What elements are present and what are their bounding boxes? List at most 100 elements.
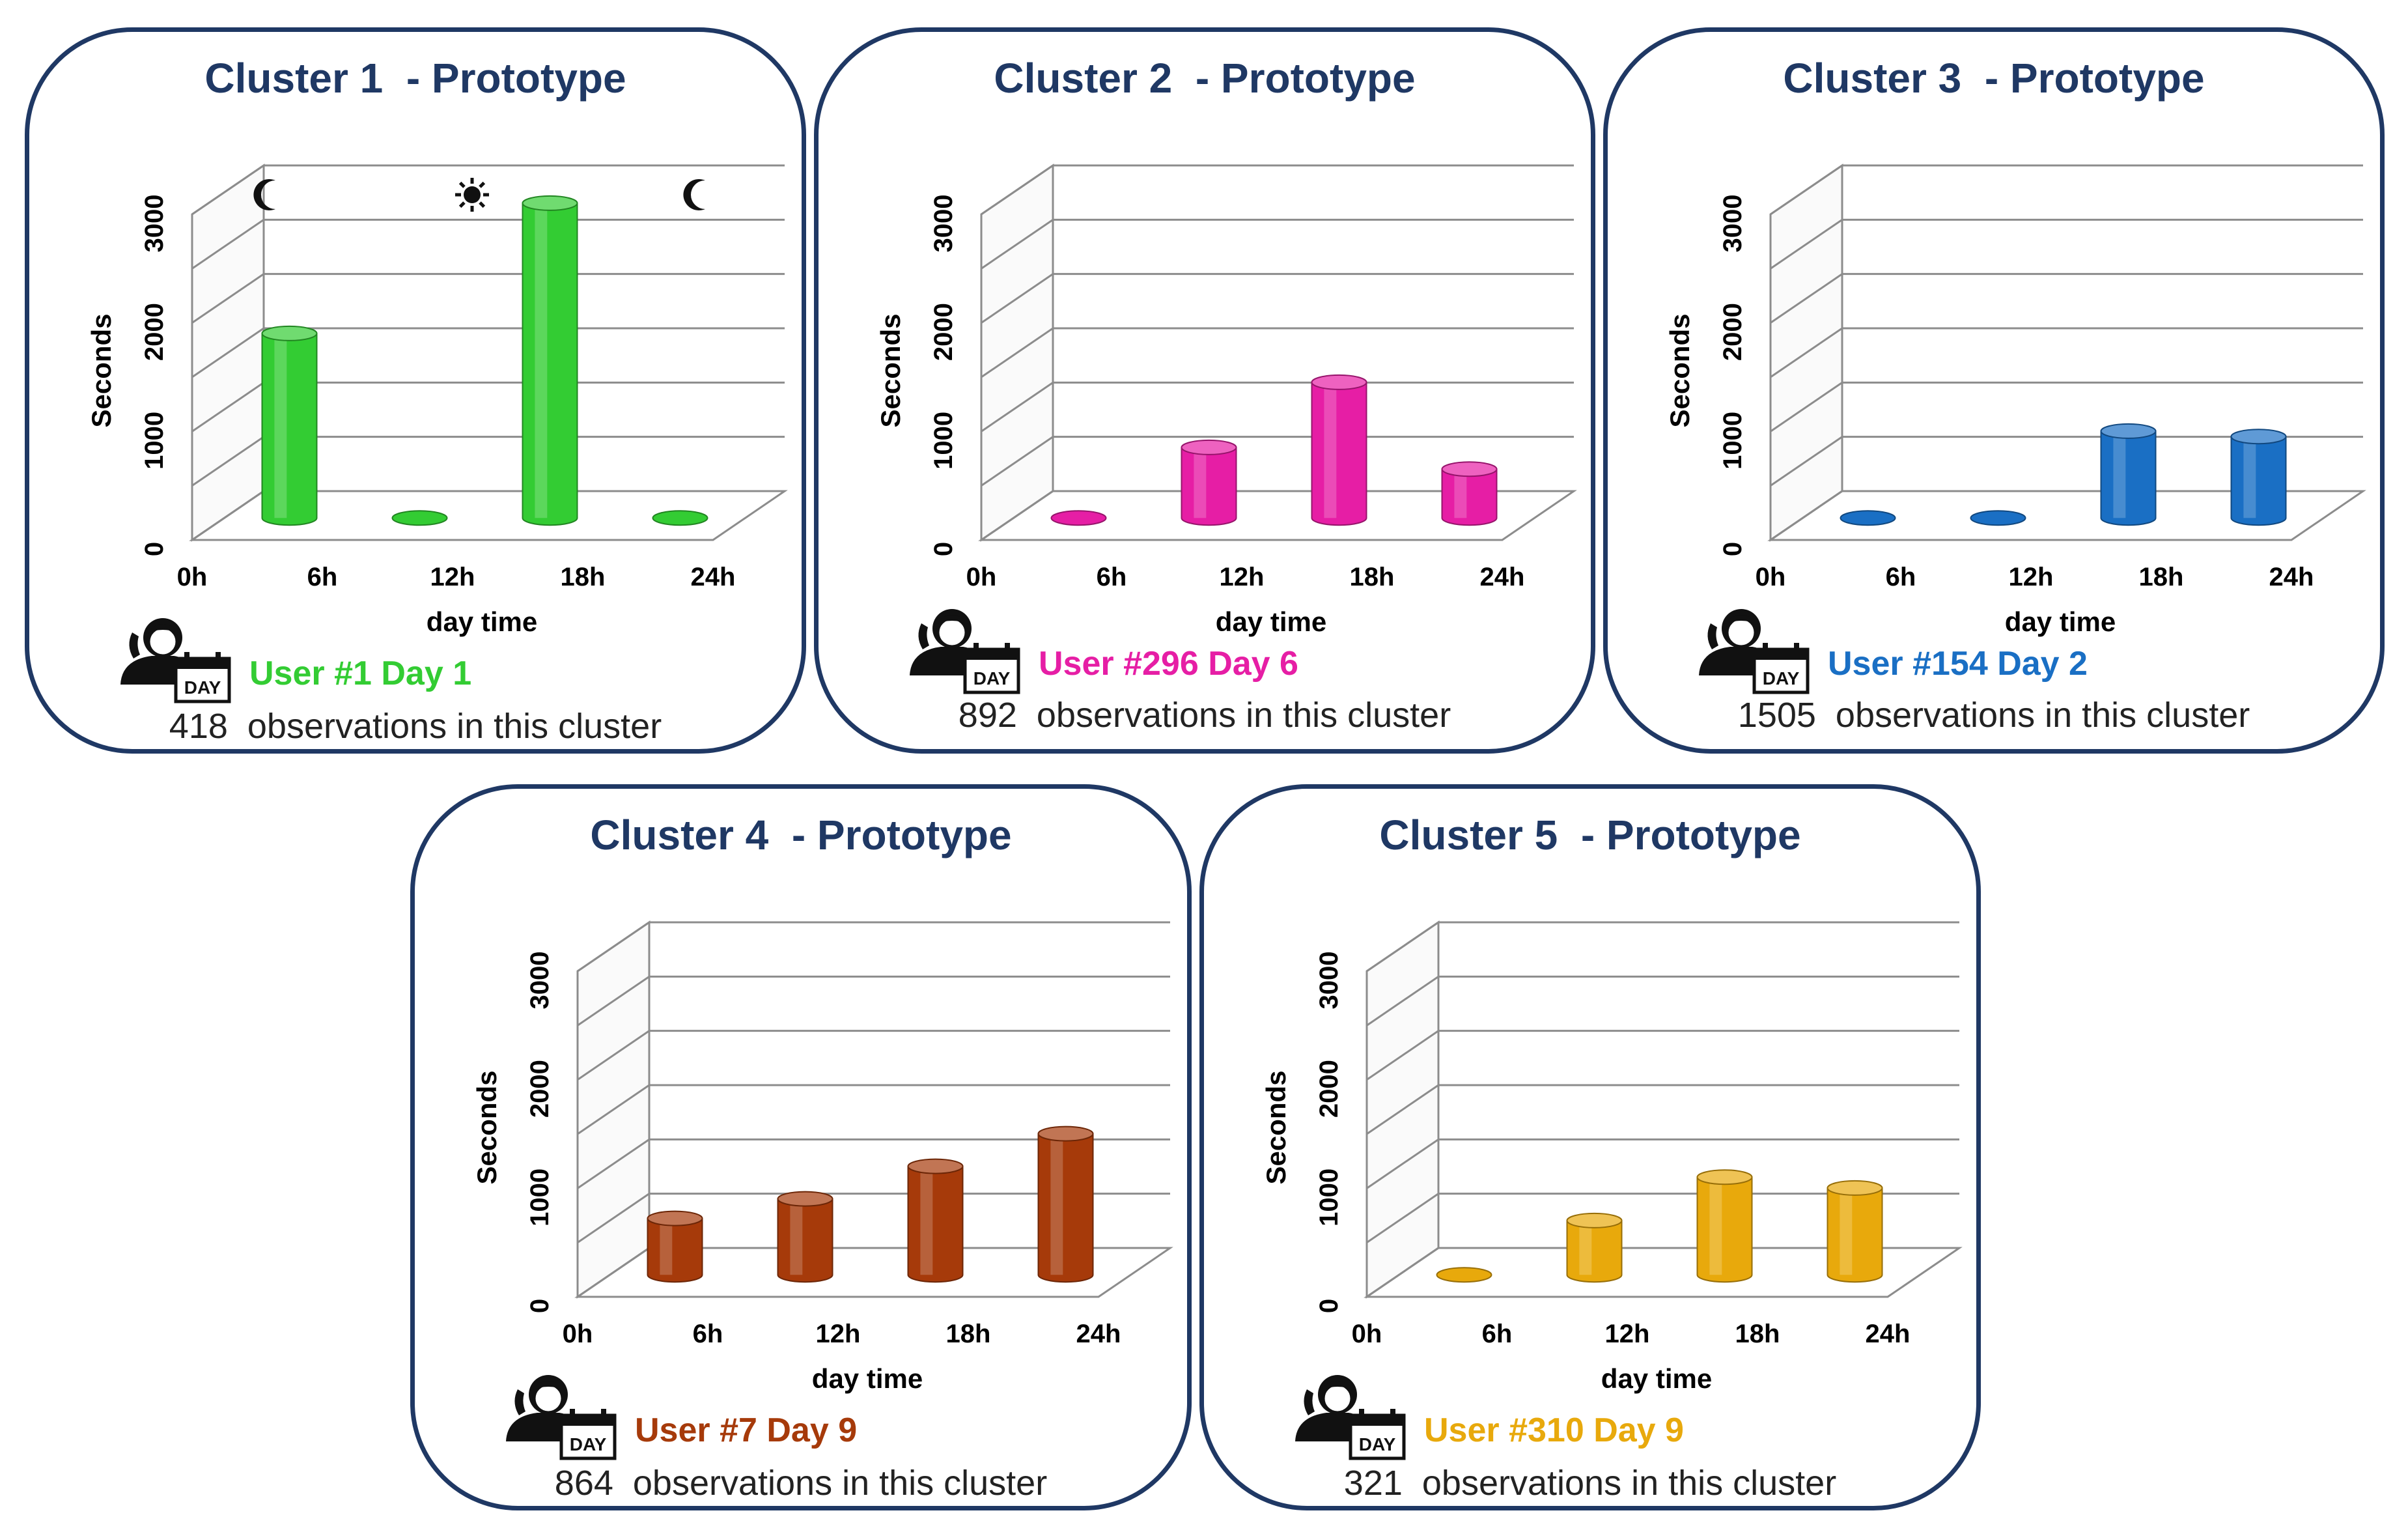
bar-0h-6h [647, 1210, 703, 1283]
cluster-chart: 0 1000 2000 3000 0h 6h 12h 18h 24h Seconds day tim… [875, 163, 1577, 637]
gridline [1770, 381, 2363, 432]
x-tick-label: 0h [177, 563, 208, 591]
x-tick-label: 6h [693, 1320, 723, 1348]
x-tick-label: 12h [1220, 563, 1265, 591]
gridline [1770, 218, 2363, 270]
y-tick-label: 1000 [929, 412, 958, 470]
gridline [577, 1138, 1170, 1189]
user-phone-calendar-icon: DAY [1699, 609, 1810, 694]
cluster-panel-5: Cluster 5 - Prototype 0 1000 2000 3000 0h 6h 1… [1199, 784, 1981, 1510]
y-tick-label: 0 [1718, 542, 1747, 556]
bar-6h-12h [1181, 439, 1237, 526]
gridline [191, 273, 785, 324]
y-tick-label: 3000 [1718, 195, 1747, 253]
observations-count: 1505 observations in this cluster [1737, 696, 2250, 735]
user-day-label: User #1 Day 1 [249, 655, 472, 692]
bar-6h-12h [1970, 510, 2026, 526]
bar-18h-24h [1037, 1126, 1094, 1283]
chart-frame [1767, 163, 2366, 542]
cluster-chart: 0 1000 2000 3000 0h 6h 12h 18h 24h Seconds day tim… [86, 163, 788, 637]
bar-0h-6h [1050, 510, 1107, 526]
bar-12h-18h [1696, 1169, 1753, 1283]
x-axis-label: day time [427, 606, 537, 637]
panel-title: Cluster 4 - Prototype [590, 812, 1012, 858]
bar-0h-6h [261, 325, 318, 526]
crescent-moon-icon [683, 179, 705, 210]
x-tick-label: 18h [1350, 563, 1395, 591]
gridline [981, 490, 1574, 541]
user-phone-calendar-icon: DAY [506, 1375, 617, 1460]
x-tick-label: 0h [1756, 563, 1786, 591]
gridline [577, 921, 1170, 972]
gridline [577, 975, 1170, 1027]
gridline [191, 327, 785, 378]
y-tick-label: 3000 [929, 195, 958, 253]
y-axis-label: Seconds [471, 1070, 502, 1184]
panel-title: Cluster 3 - Prototype [1783, 55, 2205, 102]
bar-0h-6h [1436, 1267, 1492, 1283]
y-axis-label: Seconds [875, 313, 906, 427]
user-phone-calendar-icon: DAY [120, 618, 231, 703]
y-tick-label: 1000 [1718, 412, 1747, 470]
y-tick-label: 2000 [140, 303, 169, 361]
bar-18h-24h [1441, 461, 1498, 526]
x-tick-label: 24h [2269, 563, 2314, 591]
x-tick-label: 0h [1352, 1320, 1382, 1348]
y-tick-label: 1000 [525, 1169, 554, 1226]
gridline [1770, 327, 2363, 378]
gridline [981, 327, 1574, 378]
bar-12h-18h [1311, 374, 1367, 526]
cluster-panel-4: Cluster 4 - Prototype 0 1000 2000 3000 0h 6h 1… [410, 784, 1192, 1510]
user-day-label: User #7 Day 9 [635, 1411, 858, 1449]
x-tick-label: 0h [563, 1320, 593, 1348]
bar-18h-24h [652, 510, 708, 526]
cluster-chart: 0 1000 2000 3000 0h 6h 12h 18h 24h Seconds day tim… [471, 920, 1173, 1394]
x-tick-label: 18h [946, 1320, 991, 1348]
bar-12h-18h [907, 1158, 964, 1283]
bar-18h-24h [1827, 1180, 1883, 1283]
observations-count: 892 observations in this cluster [958, 696, 1451, 735]
chart-frame [1364, 920, 1963, 1299]
gridline [981, 436, 1574, 487]
user-day-label: User #154 Day 2 [1828, 645, 2088, 683]
user-phone-calendar-icon: DAY [1295, 1375, 1406, 1460]
gridline [1366, 1030, 1959, 1081]
y-tick-label: 2000 [1315, 1060, 1343, 1118]
user-day-label: User #310 Day 9 [1424, 1411, 1684, 1449]
gridline [981, 381, 1574, 432]
crescent-moon-icon [253, 179, 275, 210]
svg-text:DAY: DAY [570, 1434, 607, 1454]
y-axis-label: Seconds [86, 313, 117, 427]
cluster-panel-1: Cluster 1 - Prototype 0 1000 2000 3000 0h 6h 1… [25, 27, 806, 754]
bar-6h-12h [1566, 1212, 1623, 1283]
y-tick-label: 2000 [525, 1060, 554, 1118]
cluster-panel-3: Cluster 3 - Prototype 0 1000 2000 3000 0h 6h 1… [1603, 27, 2385, 754]
gridline [191, 218, 785, 270]
y-tick-label: 0 [1315, 1299, 1343, 1313]
y-tick-label: 3000 [525, 952, 554, 1010]
x-axis-label: day time [2005, 606, 2116, 637]
gridline [981, 273, 1574, 324]
svg-text:DAY: DAY [1359, 1434, 1396, 1454]
x-tick-label: 12h [816, 1320, 861, 1348]
panel-title: Cluster 5 - Prototype [1379, 812, 1801, 858]
gridline [1366, 975, 1959, 1027]
gridline [577, 1030, 1170, 1081]
x-axis-label: day time [1601, 1363, 1712, 1394]
gridline [577, 1193, 1170, 1243]
gridline [981, 218, 1574, 270]
observations-count: 321 observations in this cluster [1343, 1464, 1837, 1503]
gridline [191, 164, 785, 216]
gridline [1366, 1193, 1959, 1243]
x-tick-label: 6h [1482, 1320, 1513, 1348]
x-tick-label: 12h [430, 563, 475, 591]
gridline [577, 1084, 1170, 1135]
bar-12h-18h [2100, 423, 2157, 526]
y-tick-label: 2000 [1718, 303, 1747, 361]
x-tick-label: 6h [307, 563, 338, 591]
sun-icon [455, 178, 489, 212]
chart-frame [574, 920, 1173, 1299]
chart-frame [189, 163, 788, 542]
y-axis-label: Seconds [1664, 313, 1695, 427]
cluster-chart: 0 1000 2000 3000 0h 6h 12h 18h 24h Seconds day tim… [1664, 163, 2366, 637]
